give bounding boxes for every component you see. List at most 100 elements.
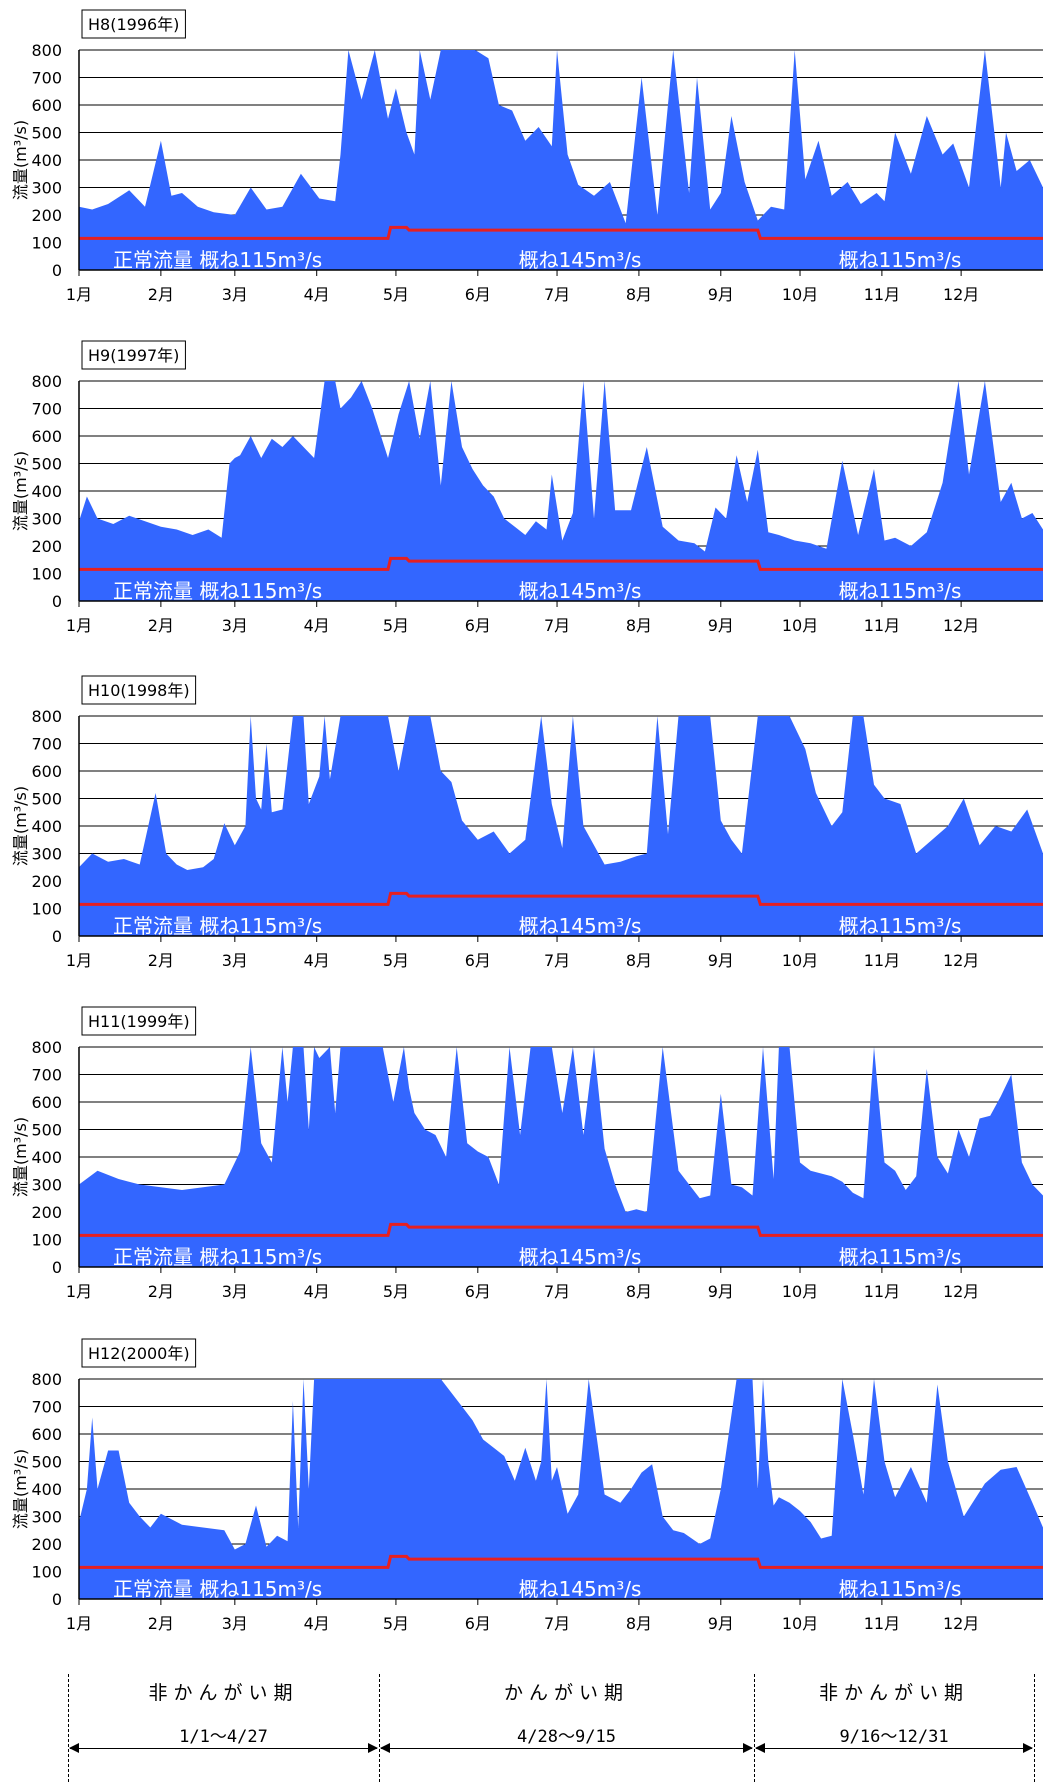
- normal-flow-annotation: 概ね115m³/s: [839, 1245, 962, 1269]
- x-tick-label: 10月: [782, 616, 818, 635]
- y-tick-label: 700: [31, 69, 62, 88]
- period-divider: [68, 1674, 69, 1782]
- y-tick-label: 500: [31, 790, 62, 809]
- y-tick-label: 300: [31, 510, 62, 529]
- period-label-non-irrigation-2: 非かんがい期: [818, 1682, 969, 1704]
- chart-title: H10(1998年): [81, 675, 197, 705]
- x-tick-label: 1月: [66, 951, 92, 970]
- period-divider: [1034, 1674, 1035, 1782]
- period-arrow-1: [69, 1743, 378, 1753]
- y-tick-label: 300: [31, 1176, 62, 1195]
- flow-area: [79, 1047, 1043, 1267]
- normal-flow-annotation: 概ね145m³/s: [519, 1577, 642, 1601]
- x-tick-label: 6月: [465, 1614, 491, 1633]
- normal-flow-annotation: 概ね115m³/s: [839, 1577, 962, 1601]
- normal-flow-annotation: 正常流量 概ね115m³/s: [113, 1577, 322, 1601]
- y-axis-label: 流量(m³/s): [11, 1449, 30, 1529]
- y-tick-label: 0: [52, 261, 62, 280]
- x-tick-label: 9月: [708, 1614, 734, 1633]
- x-tick-label: 11月: [864, 285, 900, 304]
- x-tick-label: 9月: [708, 1282, 734, 1301]
- x-tick-label: 9月: [708, 616, 734, 635]
- x-tick-label: 4月: [304, 1614, 330, 1633]
- y-tick-label: 800: [31, 372, 62, 391]
- normal-flow-line: [79, 1554, 1043, 1569]
- x-tick-label: 11月: [864, 951, 900, 970]
- x-tick-label: 12月: [943, 1614, 979, 1633]
- chart-panel-4: 0 100 200 300 400 500 600 700 800 1月 2月 3月 4月 5月 6月 7月 8…: [11, 1006, 1043, 1301]
- normal-flow-line: [79, 556, 1043, 571]
- normal-flow-annotation: 概ね145m³/s: [519, 914, 642, 938]
- y-tick-label: 800: [31, 41, 62, 60]
- x-tick-label: 7月: [544, 1614, 570, 1633]
- y-tick-label: 100: [31, 1563, 62, 1582]
- x-tick-label: 8月: [626, 1282, 652, 1301]
- x-tick-label: 10月: [782, 1614, 818, 1633]
- x-tick-label: 8月: [626, 616, 652, 635]
- chart-title: H12(2000年): [81, 1338, 197, 1368]
- y-tick-label: 300: [31, 1508, 62, 1527]
- y-tick-label: 400: [31, 1148, 62, 1167]
- x-tick-label: 2月: [148, 1282, 174, 1301]
- x-tick-label: 1月: [66, 1282, 92, 1301]
- y-axis-label: 流量(m³/s): [11, 786, 30, 866]
- y-tick-label: 100: [31, 234, 62, 253]
- y-tick-label: 200: [31, 1203, 62, 1222]
- chart-title-text: H11(1999年): [88, 1012, 190, 1031]
- x-tick-label: 9月: [708, 951, 734, 970]
- x-tick-label: 7月: [544, 1282, 570, 1301]
- x-tick-label: 12月: [943, 1282, 979, 1301]
- x-tick-label: 7月: [544, 616, 570, 635]
- y-tick-label: 200: [31, 537, 62, 556]
- x-tick-label: 6月: [465, 616, 491, 635]
- y-tick-label: 800: [31, 1038, 62, 1057]
- y-tick-label: 700: [31, 400, 62, 419]
- x-tick-label: 10月: [782, 951, 818, 970]
- chart-title-text: H8(1996年): [88, 15, 179, 34]
- chart-title: H9(1997年): [81, 340, 186, 370]
- period-label-non-irrigation-1: 非かんがい期: [148, 1682, 299, 1704]
- normal-flow-annotation: 正常流量 概ね115m³/s: [113, 248, 322, 272]
- y-axis-label: 流量(m³/s): [11, 1117, 30, 1197]
- y-tick-label: 600: [31, 1425, 62, 1444]
- y-tick-label: 0: [52, 592, 62, 611]
- y-tick-label: 500: [31, 1121, 62, 1140]
- y-tick-label: 700: [31, 1066, 62, 1085]
- flow-area: [79, 50, 1043, 270]
- y-tick-label: 300: [31, 179, 62, 198]
- chart-panel-2: 0 100 200 300 400 500 600 700 800 1月 2月 3月 4月 5月 6月 7月 8…: [11, 340, 1043, 635]
- x-tick-label: 2月: [148, 1614, 174, 1633]
- y-tick-label: 800: [31, 707, 62, 726]
- period-range-1: 1/1～4/27: [179, 1727, 268, 1747]
- normal-flow-annotation: 概ね145m³/s: [519, 1245, 642, 1269]
- period-label-irrigation: かんがい期: [503, 1682, 629, 1704]
- y-tick-label: 100: [31, 1231, 62, 1250]
- x-tick-label: 3月: [222, 951, 248, 970]
- chart-panel-5: 0 100 200 300 400 500 600 700 800 1月 2月 3月 4月 5月 6月 7月 8…: [11, 1338, 1043, 1633]
- x-tick-label: 11月: [864, 1282, 900, 1301]
- y-tick-label: 200: [31, 872, 62, 891]
- y-tick-label: 600: [31, 762, 62, 781]
- normal-flow-line: [79, 891, 1043, 906]
- normal-flow-line: [79, 1222, 1043, 1237]
- y-tick-label: 600: [31, 96, 62, 115]
- y-tick-label: 500: [31, 455, 62, 474]
- x-tick-label: 7月: [544, 285, 570, 304]
- normal-flow-annotation: 正常流量 概ね115m³/s: [113, 1245, 322, 1269]
- chart-panel-1: 0 100 200 300 400 500 600 700 800 1月 2月 3月 4月 5月 6月 7月 8…: [11, 9, 1043, 304]
- y-tick-label: 700: [31, 735, 62, 754]
- x-tick-label: 5月: [383, 951, 409, 970]
- flow-area: [79, 381, 1043, 601]
- period-legend: 非かんがい期 かんがい期 非かんがい期 1/1～4/27 4/28～9/15 9…: [0, 1660, 1043, 1782]
- normal-flow-annotation: 概ね115m³/s: [839, 914, 962, 938]
- y-tick-label: 800: [31, 1370, 62, 1389]
- x-tick-label: 1月: [66, 285, 92, 304]
- chart-title-box: [81, 1338, 197, 1368]
- x-tick-label: 6月: [465, 951, 491, 970]
- x-tick-label: 6月: [465, 1282, 491, 1301]
- x-tick-label: 11月: [864, 616, 900, 635]
- y-axis-label: 流量(m³/s): [11, 120, 30, 200]
- normal-flow-annotation: 概ね115m³/s: [839, 248, 962, 272]
- flow-area: [79, 1379, 1043, 1599]
- x-tick-label: 5月: [383, 1614, 409, 1633]
